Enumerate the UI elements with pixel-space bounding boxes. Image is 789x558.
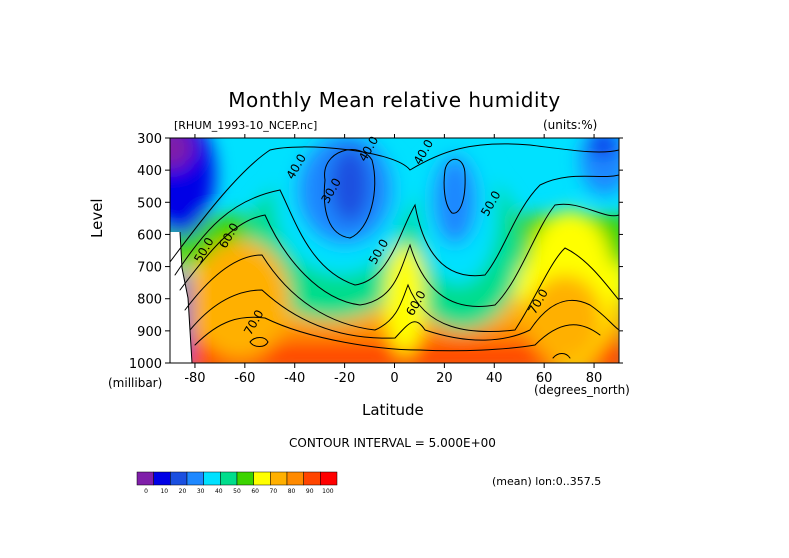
colorbar-label: 70 — [270, 488, 278, 495]
contour-line — [170, 143, 619, 263]
colorbar-label: 20 — [179, 488, 187, 495]
y-tick-label: 400 — [137, 164, 162, 179]
colorbar-swatch — [136, 471, 154, 486]
x-tick-label: 40 — [486, 371, 503, 386]
colorbar-label: 10 — [160, 488, 168, 495]
y-tick-label: 300 — [137, 132, 162, 147]
contour-line — [174, 174, 619, 286]
y-tick-label: 500 — [137, 196, 162, 211]
colorbar-label: 80 — [288, 488, 296, 495]
colorbar-swatch — [153, 471, 171, 486]
colorbar-swatch — [236, 471, 254, 486]
colorbar-swatch — [203, 471, 221, 486]
contour-line — [323, 149, 376, 239]
colorbar-swatch — [186, 471, 204, 486]
colorbar-label: 60 — [251, 488, 259, 495]
north-polar-dry — [580, 138, 619, 195]
units-label: (units:%) — [543, 118, 598, 132]
y-tick-label: 1000 — [129, 357, 162, 372]
x-tick-label: -40 — [284, 371, 305, 386]
south-polar-core — [170, 138, 194, 170]
humidity-field — [170, 138, 619, 363]
y-tick-label: 600 — [137, 228, 162, 243]
colorbar: 0 10 20 30 40 50 60 70 80 90 100 — [136, 471, 338, 495]
chart-title: Monthly Mean relative humidity — [228, 88, 561, 112]
contour-lines — [170, 143, 619, 359]
south-moist-region — [190, 240, 290, 360]
y-tick-label: 900 — [137, 325, 162, 340]
contour-line — [189, 289, 619, 341]
y-axis-units: (millibar) — [108, 376, 163, 390]
contour-interval-label: CONTOUR INTERVAL = 5.000E+00 — [289, 436, 496, 450]
axes: -80 -60 -40 -20 0 20 40 60 80 300 400 500 600 700 800 9… — [129, 132, 623, 386]
x-axis-label: Latitude — [362, 401, 424, 419]
colorbar-swatch — [270, 471, 288, 486]
colorbar-swatch — [220, 471, 238, 486]
colorbar-swatch — [320, 471, 338, 486]
equatorial-moist-column — [385, 245, 425, 355]
contour-line — [249, 337, 269, 347]
y-tick-label: 800 — [137, 293, 162, 308]
x-tick-label: 60 — [536, 371, 553, 386]
contour-line — [552, 353, 571, 359]
contour-line — [179, 203, 619, 307]
colorbar-label: 0 — [144, 488, 148, 495]
north-polar-core — [591, 138, 615, 157]
contour-line — [184, 247, 619, 333]
x-tick-label: -20 — [334, 371, 355, 386]
north-moist-core — [527, 275, 603, 363]
contour-line — [443, 158, 466, 214]
missing-data-region — [170, 232, 192, 363]
colorbar-swatch — [303, 471, 321, 486]
colorbar-label: 30 — [197, 488, 205, 495]
colorbar-label: 40 — [215, 488, 223, 495]
x-tick-label: 20 — [436, 371, 453, 386]
x-axis-units: (degrees_north) — [534, 383, 630, 397]
x-tick-label: -60 — [234, 371, 255, 386]
mean-info-label: (mean) lon:0..357.5 — [492, 475, 602, 488]
file-label: [RHUM_1993-10_NCEP.nc] — [174, 119, 318, 132]
colorbar-label: 100 — [322, 488, 334, 495]
colorbar-swatch — [170, 471, 188, 486]
x-tick-label: -80 — [184, 371, 205, 386]
dry-inner-north — [433, 155, 477, 245]
x-tick-label: 80 — [586, 371, 603, 386]
colorbar-label: 50 — [233, 488, 241, 495]
x-tick-label: 0 — [390, 371, 398, 386]
colorbar-swatch — [286, 471, 304, 486]
y-tick-label: 700 — [137, 261, 162, 276]
colorbar-label: 90 — [306, 488, 314, 495]
contour-line — [194, 316, 601, 352]
dry-center-south — [330, 147, 370, 223]
colorbar-swatch — [253, 471, 271, 486]
